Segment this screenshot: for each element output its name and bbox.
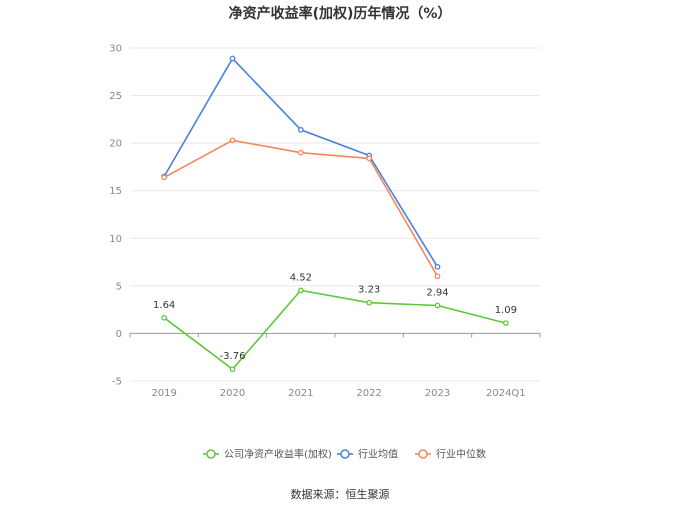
legend-marker[interactable] (206, 449, 216, 459)
y-tick-label: 25 (109, 91, 122, 102)
legend-label[interactable]: 行业均值 (358, 448, 398, 461)
chart-title: 净资产收益率(加权)历年情况（%） (228, 6, 452, 22)
x-tick-label: 2024Q1 (486, 388, 526, 399)
data-label: 1.09 (495, 305, 517, 316)
y-tick-label: 5 (116, 281, 122, 292)
legend-label[interactable]: 行业中位数 (436, 448, 486, 461)
data-point (502, 320, 509, 326)
series-line (163, 289, 506, 371)
y-tick-label: -5 (112, 377, 122, 388)
data-label: 4.52 (290, 272, 312, 283)
source-note: 数据来源：恒生聚源 (290, 488, 390, 501)
series-line (163, 139, 439, 277)
x-tick-label: 2019 (151, 388, 176, 399)
data-point (434, 263, 441, 270)
data-point (229, 55, 236, 62)
data-point (229, 366, 236, 373)
data-point (366, 299, 373, 306)
x-tick-label: 2022 (356, 388, 381, 399)
data-label: 2.94 (426, 287, 448, 298)
data-point (434, 302, 441, 309)
data-point (297, 126, 304, 133)
legend-label[interactable]: 公司净资产收益率(加权) (224, 448, 332, 461)
legend-marker[interactable] (340, 449, 350, 459)
data-label: -3.76 (220, 351, 246, 362)
series-line (163, 57, 439, 268)
data-label: 1.64 (153, 300, 175, 311)
y-tick-label: 10 (109, 234, 122, 245)
axes: -5 0 5 10 15 20 25 30 2019 2020 2021 2022 2023 2024Q1 (109, 44, 541, 399)
data-point (229, 137, 236, 144)
legend: 公司净资产收益率(加权) 行业均值 行业中位数 (203, 448, 486, 461)
y-tick-label: 30 (109, 44, 122, 55)
series-lines (161, 55, 509, 373)
data-point (434, 273, 441, 280)
x-tick-label: 2020 (220, 388, 245, 399)
data-label: 3.23 (358, 285, 380, 296)
data-point (297, 287, 304, 294)
data-point (366, 155, 373, 162)
data-point (161, 314, 168, 321)
y-tick-label: 0 (116, 329, 122, 340)
y-tick-label: 15 (109, 186, 122, 197)
grid-lines (130, 47, 540, 382)
data-point (161, 174, 168, 181)
x-tick-label: 2021 (288, 388, 313, 399)
data-labels: 1.64 -3.76 4.52 3.23 2.94 1.09 (153, 272, 517, 362)
legend-marker[interactable] (418, 449, 428, 459)
y-tick-label: 20 (109, 139, 122, 150)
x-tick-label: 2023 (425, 388, 450, 399)
data-point (297, 149, 304, 156)
